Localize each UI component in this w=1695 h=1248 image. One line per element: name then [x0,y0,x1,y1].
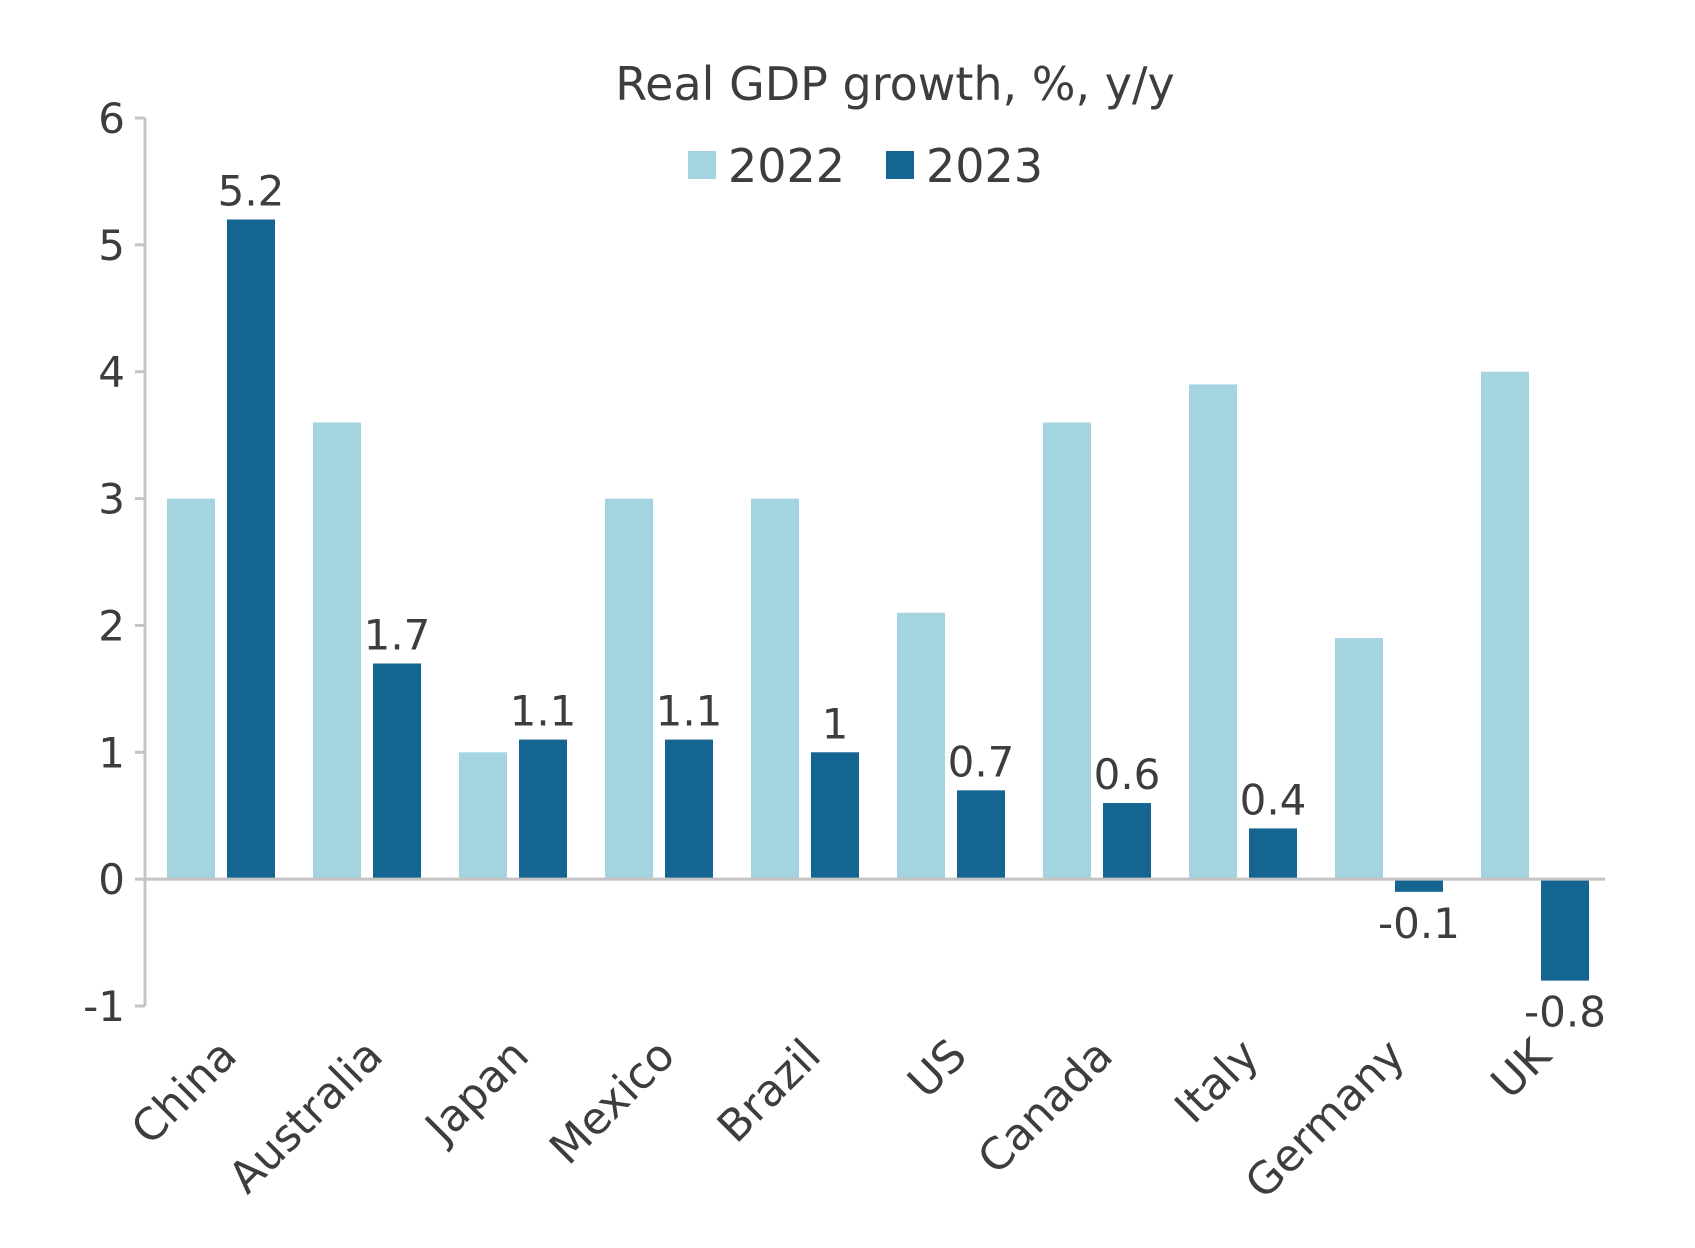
bars [167,219,1589,981]
x-category-label: Germany [1236,1030,1415,1209]
bar-2022-mexico [605,498,653,880]
bar-2023-germany [1395,879,1443,892]
y-tick-label: 4 [98,348,125,397]
legend-swatch-2023 [886,151,914,179]
y-tick-label: 1 [98,728,125,777]
bar-2022-brazil [751,498,799,880]
y-tick-label: 6 [98,94,125,143]
bar-2022-uk [1481,371,1529,880]
data-label-2023-mexico: 1.1 [656,687,723,736]
bar-2023-canada [1103,803,1151,880]
bar-2023-china [227,219,275,880]
x-category-label: Mexico [540,1030,685,1175]
bar-2023-us [957,790,1005,880]
data-label-2023-italy: 0.4 [1240,775,1307,824]
bar-2022-china [167,498,215,880]
data-label-2023-brazil: 1 [822,699,849,748]
bar-2023-japan [519,739,567,880]
x-category-label: Canada [968,1030,1122,1184]
x-category-label: Italy [1165,1030,1269,1134]
chart-title: Real GDP growth, %, y/y [615,57,1174,111]
x-category-label: China [122,1030,247,1155]
y-tick-label: 0 [98,855,125,904]
data-label-2023-us: 0.7 [948,737,1015,786]
x-category-label: UK [1482,1029,1562,1109]
legend: 2022 2023 [688,139,1043,193]
data-label-2023-china: 5.2 [218,166,285,215]
x-category-label: Japan [414,1030,539,1155]
bar-2022-canada [1043,422,1091,880]
bar-2023-italy [1249,828,1297,880]
x-category-label: US [898,1030,977,1109]
bar-2022-germany [1335,638,1383,880]
bar-2022-us [897,612,945,880]
x-category-label: Australia [219,1030,393,1204]
legend-swatch-2022 [688,151,716,179]
data-label-2023-canada: 0.6 [1094,750,1161,799]
data-label-2023-uk: -0.8 [1524,988,1606,1037]
y-axis: -1 0 1 2 3 4 5 6 [83,94,147,1031]
y-tick-label: 2 [98,601,125,650]
data-label-2023-germany: -0.1 [1378,899,1460,948]
bar-2022-japan [459,752,507,880]
legend-label-2022: 2022 [728,139,845,193]
bar-2022-italy [1189,384,1237,880]
data-label-2023-australia: 1.7 [364,610,431,659]
y-tick-label: -1 [83,982,125,1031]
bar-2022-australia [313,422,361,880]
bar-2023-mexico [665,739,713,880]
bar-2023-brazil [811,752,859,880]
data-labels: 5.2 1.7 1.1 1.1 1 0.7 0.6 0.4 -0.1 -0.8 [218,166,1606,1036]
legend-label-2023: 2023 [926,139,1043,193]
y-tick-label: 3 [98,475,125,524]
bar-2023-australia [373,663,421,880]
bar-2023-uk [1541,879,1589,981]
y-tick-label: 5 [98,221,125,270]
x-category-label: Brazil [708,1030,831,1153]
data-label-2023-japan: 1.1 [510,687,577,736]
